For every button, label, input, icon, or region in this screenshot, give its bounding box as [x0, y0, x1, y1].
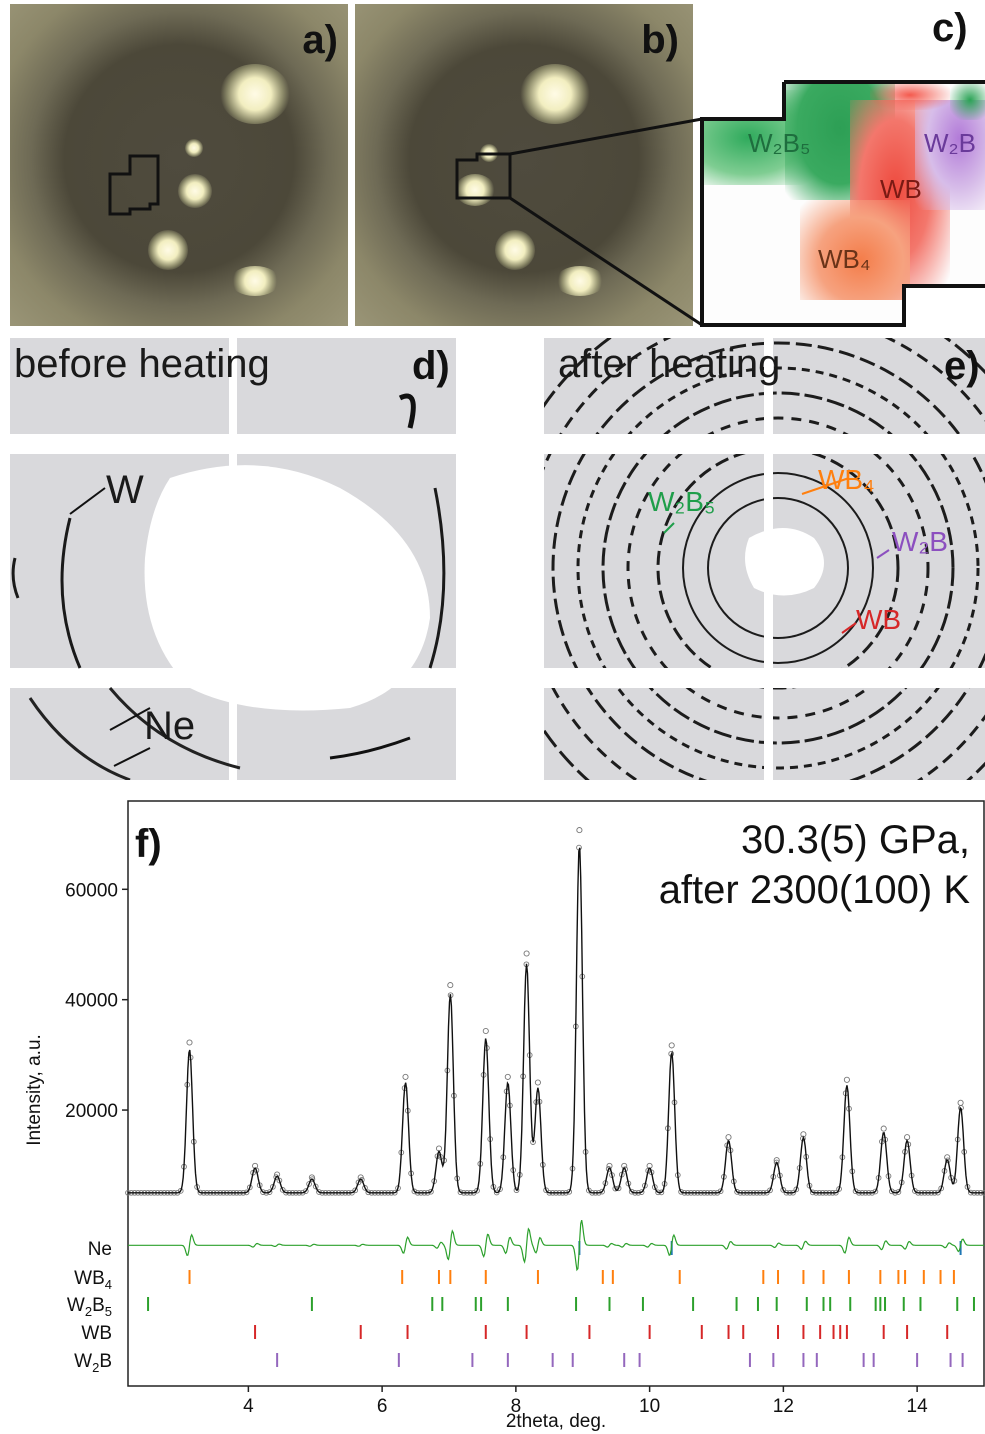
- observed-point: [308, 1174, 315, 1181]
- zoom-connector-lines: [455, 80, 985, 327]
- detector-d-top-left: [10, 338, 229, 434]
- observed-point: [668, 1042, 675, 1049]
- observed-point: [880, 1125, 887, 1132]
- observed-point: [767, 1187, 773, 1194]
- panel-label-c: c): [932, 6, 968, 50]
- detector-d-bottom-left: [10, 688, 229, 780]
- chart-annotation-line1: 30.3(5) GPa,: [741, 818, 970, 862]
- observed-point: [725, 1134, 732, 1141]
- phase-label-wb4: WB4: [74, 1268, 112, 1292]
- observed-point: [312, 1183, 319, 1190]
- observed-point: [504, 1073, 511, 1080]
- observed-point: [523, 950, 530, 957]
- phase-label-ne: Ne: [88, 1239, 112, 1260]
- observed-point: [316, 1189, 322, 1195]
- x-tick-label: 6: [377, 1396, 388, 1417]
- observed-point: [773, 1159, 780, 1166]
- observed-point: [843, 1076, 850, 1083]
- x-axis-label: 2theta, deg.: [506, 1411, 606, 1432]
- observed-point: [895, 1189, 902, 1195]
- panel-label-b: b): [641, 18, 679, 62]
- observed-point: [482, 1027, 489, 1035]
- label-w: W: [106, 468, 144, 512]
- phase-label-w2b: W2B: [74, 1351, 112, 1375]
- y-axis-label: Intensity, a.u.: [24, 1034, 45, 1146]
- title-after-heating: after heating: [558, 342, 781, 386]
- observed-point: [402, 1073, 409, 1080]
- phase-label-wb: WB: [81, 1323, 112, 1344]
- map-label-w2b5: W₂B₅: [748, 128, 811, 158]
- phase-label-w2b5: W2B5: [67, 1295, 112, 1319]
- map-label-w2b: W₂B: [924, 128, 976, 158]
- observed-point: [605, 1166, 612, 1172]
- detector-d-top-right: [237, 338, 456, 434]
- observed-point: [177, 1188, 184, 1194]
- map-label-wb: WB: [880, 174, 922, 204]
- difference-curve: [128, 1219, 984, 1272]
- detector-e-top-right: [773, 338, 985, 434]
- observed-point: [352, 1187, 359, 1194]
- after-label-wb: WB: [856, 604, 902, 635]
- panel-label-d: d): [412, 344, 450, 388]
- photo-b: b): [355, 4, 693, 326]
- title-before-heating: before heating: [14, 342, 270, 386]
- panel-label-a: a): [302, 18, 338, 62]
- label-ne: Ne: [144, 704, 196, 748]
- observed-point: [186, 1039, 193, 1046]
- observed-point: [513, 1187, 520, 1194]
- region-outline-a: [108, 154, 160, 216]
- phase-map-c: W₂B₅ W₂B WB WB₄: [700, 80, 985, 326]
- observed-point: [566, 1188, 573, 1195]
- observed-point: [447, 982, 454, 989]
- diffraction-e-overlay: [544, 338, 985, 780]
- x-tick-label: 14: [907, 1396, 929, 1417]
- observed-point: [957, 1099, 964, 1106]
- observed-point: [904, 1134, 911, 1141]
- x-tick-label: 12: [773, 1396, 794, 1417]
- observed-point: [599, 1188, 605, 1195]
- observed-point: [717, 1188, 724, 1195]
- observed-point: [357, 1174, 364, 1181]
- powder-diffraction-chart: 20000 40000 60000 4 6 8 10 12 14 Ne WB4 W2B5 WB W2B…: [24, 800, 985, 1432]
- observed-point: [576, 827, 583, 834]
- observed-point: [734, 1189, 740, 1195]
- observed-point: [912, 1188, 918, 1194]
- chart-annotation-line2: after 2300(100) K: [659, 868, 971, 912]
- observed-point: [302, 1188, 309, 1194]
- photo-a: a): [10, 4, 348, 326]
- observed-point: [411, 1188, 418, 1195]
- x-tick-label: 4: [243, 1396, 254, 1417]
- detector-e-mid-left: [544, 454, 764, 668]
- map-label-wb4: WB₄: [818, 244, 871, 274]
- after-label-w2b: W₂B: [892, 526, 948, 557]
- observed-point: [534, 1079, 541, 1086]
- y-tick-label: 60000: [65, 880, 118, 901]
- observed-point: [362, 1185, 368, 1191]
- x-tick-label: 8: [511, 1396, 522, 1417]
- observed-point: [493, 1189, 500, 1196]
- observed-point: [944, 1154, 951, 1161]
- detector-e-top-left: [544, 338, 764, 434]
- plot-frame: [127, 800, 985, 1387]
- diffraction-d-overlay: [11, 393, 446, 780]
- observed-point: [780, 1187, 787, 1193]
- observed-point: [888, 1188, 895, 1195]
- observed-point: [628, 1188, 635, 1195]
- observed-point: [306, 1181, 312, 1187]
- panel-label-f: f): [135, 822, 162, 866]
- observed-point: [872, 1188, 879, 1195]
- observed-point: [852, 1188, 859, 1195]
- y-tick-label: 20000: [65, 1101, 118, 1122]
- observed-point: [678, 1188, 684, 1195]
- observed-point: [276, 1177, 283, 1184]
- after-label-wb4: WB₄: [818, 464, 875, 495]
- calculated-profile-line: [128, 847, 984, 1194]
- observed-point: [428, 1188, 434, 1195]
- y-tick-label: 40000: [65, 991, 118, 1012]
- after-label-w2b5: W₂B₅: [648, 486, 716, 517]
- observed-point: [615, 1185, 622, 1192]
- panel-label-e: e): [944, 344, 980, 388]
- x-tick-label: 10: [639, 1396, 660, 1417]
